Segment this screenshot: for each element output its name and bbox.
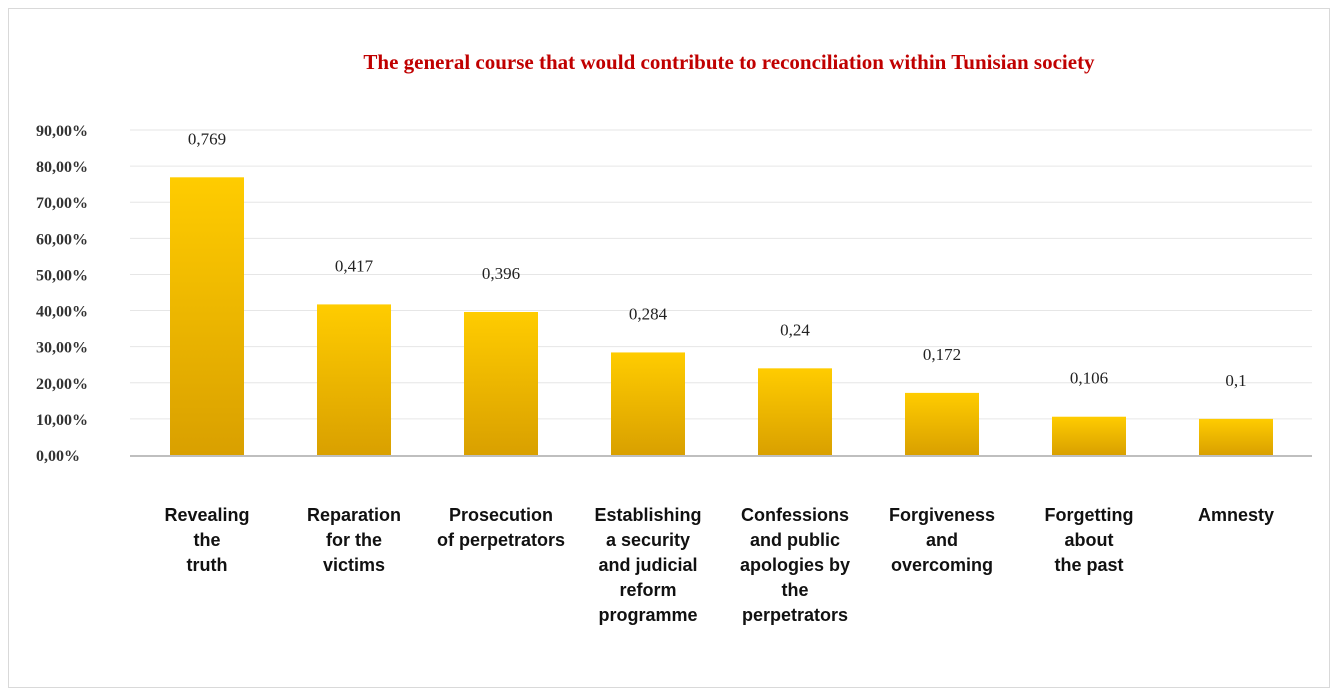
chart-title: The general course that would contribute…: [363, 50, 1095, 74]
bar: [317, 304, 391, 455]
category-label: Amnesty: [1198, 505, 1274, 525]
y-tick-label: 80,00%: [36, 159, 88, 176]
data-label: 0,396: [482, 264, 520, 283]
y-tick-label: 40,00%: [36, 304, 88, 321]
category-label: Prosecution of perpetrators: [437, 505, 565, 550]
y-tick-label: 20,00%: [36, 376, 88, 393]
data-labels: 0,769 0,417 0,396 0,284 0,24 0,172 0,106 0,1: [188, 129, 1247, 390]
bar: [611, 352, 685, 455]
y-tick-label: 90,00%: [36, 123, 88, 140]
gridlines: [130, 129, 1312, 457]
bar: [170, 177, 244, 456]
y-tick-label: 10,00%: [36, 412, 88, 429]
y-axis-ticks: 0,00% 10,00% 20,00% 30,00% 40,00% 50,00% 60,00…: [36, 123, 88, 465]
bar: [905, 392, 979, 455]
bar: [758, 368, 832, 455]
data-label: 0,284: [629, 304, 668, 323]
category-label: Reparation for the victims: [307, 505, 401, 575]
category-labels: Revealing the truth Reparation for the victim…: [164, 505, 1274, 625]
y-tick-label: 60,00%: [36, 231, 88, 248]
bar: [1199, 418, 1273, 455]
data-label: 0,1: [1225, 371, 1246, 390]
category-label: Confessions and public apologies by the perp…: [740, 505, 850, 625]
data-label: 0,24: [780, 320, 810, 339]
data-label: 0,417: [335, 256, 374, 275]
data-label: 0,172: [923, 345, 961, 364]
bar: [464, 312, 538, 455]
category-label: Forgetting about the past: [1045, 505, 1134, 575]
category-label: Forgiveness and overcoming: [889, 505, 995, 575]
data-label: 0,106: [1070, 369, 1108, 388]
bar: [1052, 416, 1126, 455]
category-label: Revealing the truth: [164, 505, 249, 575]
y-tick-label: 70,00%: [36, 195, 88, 212]
bars: [170, 177, 1273, 456]
category-label: Establishing a security and judicial reform…: [594, 505, 701, 625]
y-tick-label: 30,00%: [36, 340, 88, 357]
y-tick-label: 50,00%: [36, 267, 88, 284]
data-label: 0,769: [188, 129, 226, 148]
y-tick-label: 0,00%: [36, 448, 80, 465]
